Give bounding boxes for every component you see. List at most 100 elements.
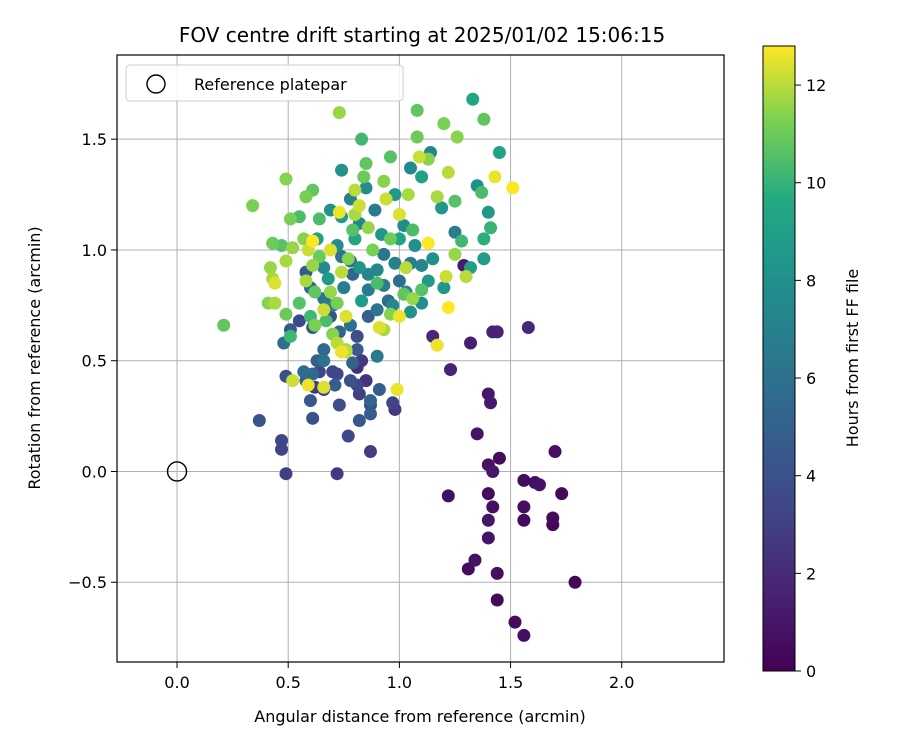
- data-point: [330, 467, 344, 481]
- data-point: [332, 398, 346, 412]
- data-point: [399, 261, 413, 275]
- data-point: [297, 365, 311, 379]
- data-point: [279, 172, 293, 186]
- data-point: [448, 225, 462, 239]
- data-point: [246, 199, 260, 213]
- data-point: [517, 473, 531, 487]
- x-axis-label: Angular distance from reference (arcmin): [254, 707, 585, 726]
- data-point: [275, 433, 289, 447]
- data-point: [321, 272, 335, 286]
- data-point: [286, 241, 300, 255]
- data-point: [319, 314, 333, 328]
- y-tick-label: 0.5: [82, 352, 107, 371]
- data-point: [410, 130, 424, 144]
- data-point: [492, 145, 506, 159]
- data-point: [292, 296, 306, 310]
- colorbar-label: Hours from first FF file: [843, 269, 862, 448]
- y-tick-label: 1.5: [82, 130, 107, 149]
- data-point: [548, 445, 562, 459]
- data-point: [468, 553, 482, 567]
- data-point: [486, 464, 500, 478]
- data-point: [341, 252, 355, 266]
- data-point: [317, 354, 331, 368]
- data-point: [477, 252, 491, 266]
- data-point: [415, 283, 429, 297]
- x-tick-label: 1.0: [387, 673, 412, 692]
- data-point: [441, 165, 455, 179]
- data-point: [481, 531, 495, 545]
- data-point: [459, 270, 473, 284]
- data-point: [490, 566, 504, 580]
- data-point: [312, 212, 326, 226]
- data-point: [481, 487, 495, 501]
- data-point: [317, 343, 331, 357]
- data-point: [323, 243, 337, 257]
- data-point: [521, 320, 535, 334]
- data-point: [430, 338, 444, 352]
- data-point: [555, 487, 569, 501]
- data-point: [346, 223, 360, 237]
- data-point: [301, 378, 315, 392]
- data-point: [217, 318, 231, 332]
- data-point: [306, 411, 320, 425]
- data-point: [359, 181, 373, 195]
- x-tick-label: 1.5: [498, 673, 523, 692]
- data-point: [335, 345, 349, 359]
- data-point: [401, 188, 415, 202]
- data-point: [372, 320, 386, 334]
- reference-platepar-point: [166, 461, 188, 482]
- data-point: [252, 414, 266, 428]
- data-point: [263, 261, 277, 275]
- y-tick-label: −0.5: [68, 573, 107, 592]
- x-tick-label: 0.5: [275, 673, 300, 692]
- data-point: [370, 303, 384, 317]
- data-point: [317, 303, 331, 317]
- legend-reference-marker: [146, 74, 166, 94]
- data-point: [343, 374, 357, 388]
- data-point: [268, 276, 282, 290]
- data-point: [392, 232, 406, 246]
- data-point: [352, 261, 366, 275]
- data-point: [426, 252, 440, 266]
- data-point: [437, 117, 451, 131]
- data-point: [403, 305, 417, 319]
- data-point: [392, 309, 406, 323]
- data-point: [441, 489, 455, 503]
- data-point: [306, 258, 320, 272]
- data-point: [450, 130, 464, 144]
- data-point: [323, 285, 337, 299]
- legend: Reference platepar: [125, 64, 404, 102]
- data-point: [283, 329, 297, 343]
- data-point: [361, 309, 375, 323]
- colorbar-tick-label: 6: [806, 369, 816, 388]
- data-point: [357, 170, 371, 184]
- data-point: [330, 296, 344, 310]
- data-point: [346, 356, 360, 370]
- y-axis-label: Rotation from reference (arcmin): [25, 226, 44, 489]
- data-point: [292, 314, 306, 328]
- data-point: [412, 150, 426, 164]
- data-point: [403, 161, 417, 175]
- data-point: [308, 318, 322, 332]
- data-point: [279, 307, 293, 321]
- data-point: [379, 192, 393, 206]
- data-point: [388, 256, 402, 270]
- data-points: [217, 92, 582, 642]
- colorbar-tick-label: 0: [806, 662, 816, 681]
- data-point: [448, 247, 462, 261]
- data-point: [266, 236, 280, 250]
- data-point: [435, 201, 449, 215]
- data-point: [370, 276, 384, 290]
- data-point: [481, 513, 495, 527]
- data-point: [306, 234, 320, 248]
- data-point: [430, 190, 444, 204]
- data-point: [366, 243, 380, 257]
- data-point: [415, 170, 429, 184]
- data-point: [466, 92, 480, 106]
- x-axis-ticks: 0.0 0.5 1.0 1.5 2.0: [164, 662, 634, 692]
- data-point: [475, 185, 489, 199]
- data-point: [268, 296, 282, 310]
- data-point: [283, 212, 297, 226]
- data-point: [421, 274, 435, 288]
